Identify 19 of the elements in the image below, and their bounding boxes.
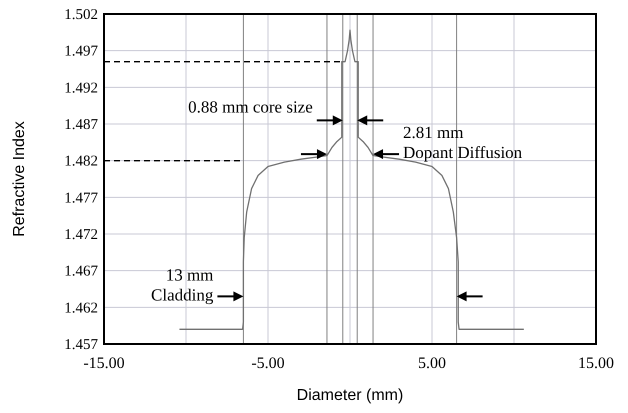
- y-tick-label: 1.492: [64, 80, 98, 96]
- y-tick-label: 1.462: [64, 300, 98, 316]
- x-tick-label: -15.00: [83, 355, 125, 372]
- y-tick-label: 1.457: [64, 337, 98, 353]
- annotation: 0.88 mm core size: [188, 97, 313, 116]
- x-tick-label: 5.00: [418, 355, 446, 372]
- y-axis-title: Refractive Index: [11, 121, 28, 237]
- x-tick-label: 15.00: [578, 355, 614, 372]
- x-tick-label: -5.00: [251, 355, 285, 372]
- y-tick-label: 1.487: [64, 117, 98, 133]
- annotation: 13 mm Cladding: [151, 265, 214, 304]
- x-axis-title: Diameter (mm): [296, 387, 404, 404]
- annotation: 2.81 mm Dopant Diffusion: [403, 123, 523, 162]
- y-tick-label: 1.467: [64, 264, 98, 280]
- y-tick-label: 1.482: [64, 154, 98, 170]
- y-tick-label: 1.502: [64, 7, 98, 23]
- y-tick-label: 1.472: [64, 227, 98, 243]
- y-tick-label: 1.497: [64, 44, 98, 60]
- y-tick-label: 1.477: [64, 190, 98, 206]
